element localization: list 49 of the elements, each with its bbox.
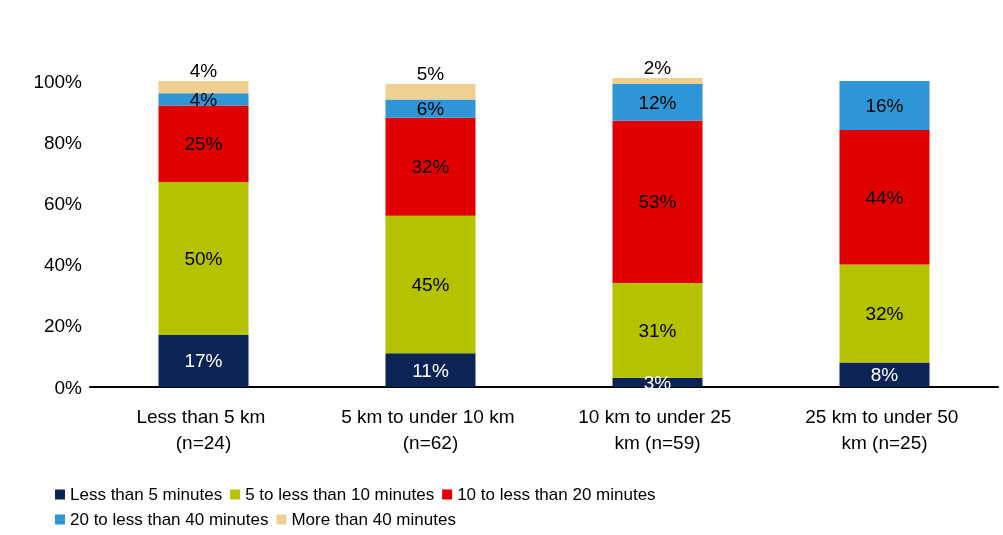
data-label: 25%: [184, 133, 223, 155]
bar: [612, 84, 703, 121]
bar: [158, 81, 249, 94]
x-tick-label: 25 km to under 50 km (n=25): [805, 405, 964, 453]
data-label: 6%: [416, 98, 445, 120]
bar: [158, 334, 249, 387]
data-label: 31%: [638, 319, 677, 341]
bar: [158, 105, 249, 183]
data-label: 4%: [189, 88, 218, 110]
legend-label: 10 to less than 20 minutes: [457, 485, 656, 504]
legend-label: More than 40 minutes: [291, 510, 456, 529]
x-tick-label: 5 km to under 10 km (n=62): [341, 405, 520, 453]
data-label: 5%: [416, 63, 445, 85]
bar: [385, 84, 476, 100]
data-label: 8%: [870, 364, 899, 386]
data-label: 17%: [184, 350, 223, 372]
data-label: 12%: [638, 91, 677, 113]
y-tick-label: 100%: [33, 70, 83, 92]
x-tick-label: Less than 5 km (n=24): [136, 405, 271, 453]
data-label: 45%: [411, 274, 450, 296]
bar: [158, 182, 249, 335]
bar: [612, 78, 703, 85]
data-label: 16%: [865, 95, 904, 117]
y-tick-label: 40%: [43, 254, 83, 276]
y-tick-label: 80%: [43, 131, 83, 153]
bar: [385, 99, 476, 118]
data-label: 53%: [638, 191, 677, 213]
bar: [612, 120, 703, 283]
data-label: 44%: [865, 186, 904, 208]
bar: [385, 117, 476, 216]
bar: [385, 353, 476, 387]
data-label: 2%: [643, 57, 672, 78]
data-label: 50%: [184, 248, 223, 270]
y-tick-label: 60%: [43, 192, 83, 214]
bar: [839, 130, 930, 265]
bar: [839, 81, 930, 131]
y-tick-label: 0%: [54, 376, 83, 398]
data-label: 32%: [411, 156, 450, 178]
y-tick-label: 20%: [43, 315, 83, 337]
data-label: 32%: [865, 303, 904, 325]
data-label: 11%: [412, 359, 449, 381]
x-tick-label: 10 km to under 25 km (n=59): [578, 405, 737, 453]
bar: [839, 264, 930, 363]
legend-label: 5 to less than 10 minutes: [245, 485, 435, 504]
bar: [385, 215, 476, 354]
data-label: 4%: [189, 60, 218, 82]
legend-label: Less than 5 minutes: [70, 485, 223, 504]
legend-label: 20 to less than 40 minutes: [70, 510, 269, 529]
bar: [612, 282, 703, 378]
